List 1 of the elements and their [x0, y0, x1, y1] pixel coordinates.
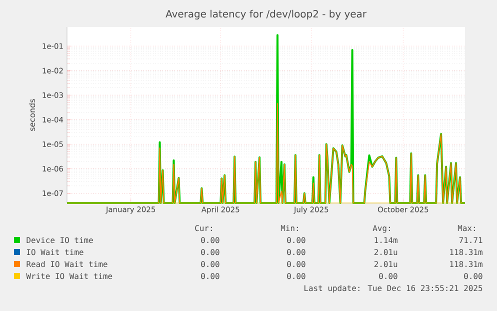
chart-title: Average latency for /dev/loop2 - by year: [166, 10, 366, 20]
